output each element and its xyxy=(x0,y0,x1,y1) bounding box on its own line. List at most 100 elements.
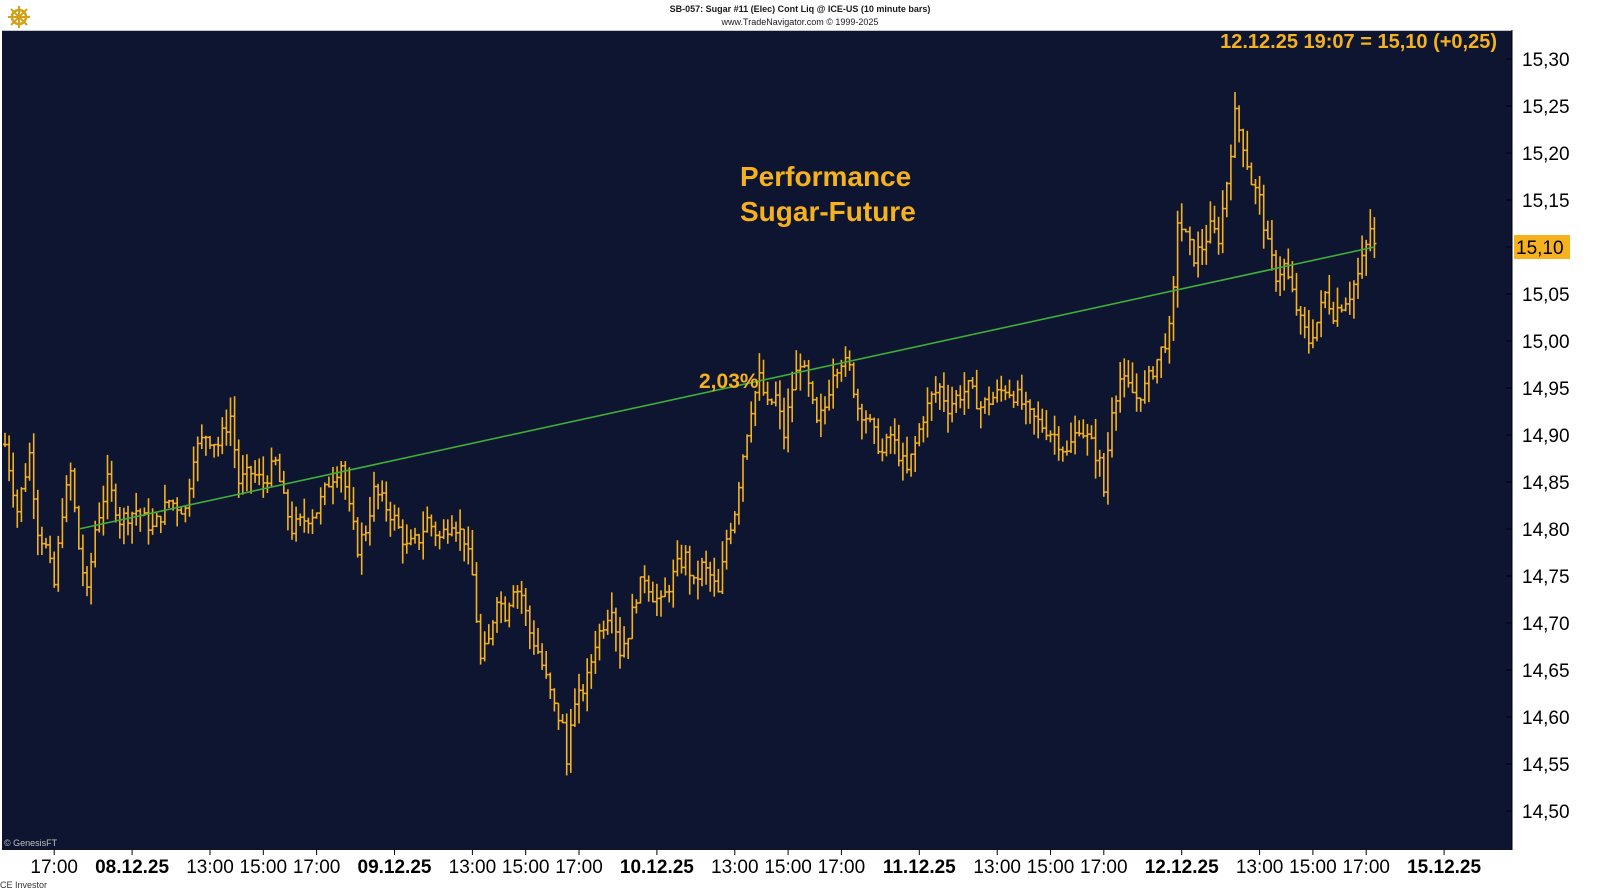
ohlc-bar xyxy=(999,375,1004,402)
ohlc-bar xyxy=(782,397,786,450)
ohlc-bar xyxy=(1286,248,1291,280)
ohlc-bar xyxy=(224,409,229,446)
ohlc-bar xyxy=(318,487,323,525)
ohlc-bar xyxy=(716,568,721,593)
ohlc-bar xyxy=(544,651,549,679)
ohlc-bar xyxy=(851,362,856,399)
ohlc-bar xyxy=(400,519,405,564)
ohlc-bar xyxy=(540,643,545,671)
ohlc-bar xyxy=(85,566,89,597)
y-tick-label: 15,30 xyxy=(1522,50,1570,71)
ohlc-bar xyxy=(995,379,1000,403)
ohlc-bar xyxy=(15,489,20,528)
ohlc-bar xyxy=(1233,91,1237,158)
ohlc-bar xyxy=(1331,301,1336,324)
ohlc-bar xyxy=(277,453,282,483)
ohlc-bar xyxy=(117,506,122,539)
ohlc-bar xyxy=(1032,407,1037,435)
ohlc-bar xyxy=(314,512,319,519)
ohlc-bar xyxy=(269,447,274,487)
ohlc-bar xyxy=(290,501,294,540)
ohlc-bar xyxy=(1204,224,1209,265)
y-tick-label: 14,90 xyxy=(1522,426,1570,447)
ohlc-bar xyxy=(335,466,340,488)
ohlc-bar xyxy=(974,369,979,410)
ohlc-bar xyxy=(470,529,475,576)
ohlc-bar xyxy=(736,481,741,525)
ohlc-bar xyxy=(577,673,581,724)
ohlc-bar xyxy=(1282,258,1287,291)
ohlc-bar xyxy=(831,358,836,409)
ohlc-bar xyxy=(634,599,639,614)
ohlc-bar xyxy=(249,465,253,494)
ohlc-bar xyxy=(372,471,376,522)
ohlc-bar xyxy=(1351,280,1356,319)
ohlc-bar xyxy=(359,522,364,575)
ohlc-bar xyxy=(835,368,840,389)
ohlc-bar xyxy=(60,498,65,549)
ohlc-bar xyxy=(343,461,348,500)
y-tick-label: 14,75 xyxy=(1522,567,1570,588)
ohlc-bar xyxy=(523,588,528,626)
ohlc-bar xyxy=(384,481,389,522)
ohlc-bar xyxy=(109,460,114,502)
plot-area[interactable] xyxy=(2,30,1512,850)
ohlc-bar xyxy=(68,462,73,501)
ohlc-bar xyxy=(1163,333,1168,353)
ohlc-bar xyxy=(958,385,963,409)
ohlc-bar xyxy=(1298,305,1303,335)
y-tick-label: 15,05 xyxy=(1522,285,1570,306)
ohlc-bar xyxy=(732,511,737,534)
ohlc-bar xyxy=(1142,370,1147,404)
y-tick-label: 14,95 xyxy=(1522,379,1570,400)
ohlc-bar xyxy=(310,509,315,535)
ohlc-bar xyxy=(941,372,946,413)
ohlc-bar xyxy=(925,387,930,438)
ohlc-bar xyxy=(1134,373,1139,412)
ohlc-bar xyxy=(757,353,762,401)
footer-source: CE Investor xyxy=(0,880,47,890)
y-tick-label: 15,20 xyxy=(1522,144,1570,165)
ohlc-bar xyxy=(474,562,479,623)
ohlc-bar xyxy=(1187,226,1192,256)
ohlc-bar xyxy=(868,414,873,423)
x-tick-label: 15:00 xyxy=(502,857,550,878)
chart-header-line2: www.TradeNavigator.com © 1999-2025 xyxy=(721,17,879,27)
ohlc-bar xyxy=(417,533,422,551)
ohlc-bar xyxy=(1089,425,1094,440)
ohlc-bar xyxy=(1159,346,1164,378)
ohlc-bar xyxy=(273,456,278,466)
ohlc-bar xyxy=(1122,358,1127,398)
ohlc-bar xyxy=(1019,374,1024,410)
x-tick-label: 13:00 xyxy=(186,857,234,878)
ohlc-bar xyxy=(265,475,270,493)
ohlc-bar xyxy=(1208,201,1213,244)
ohlc-bar xyxy=(630,593,635,640)
ohlc-bar xyxy=(1220,190,1225,254)
ohlc-bar xyxy=(790,371,795,423)
ohlc-bar xyxy=(937,383,942,410)
ohlc-bar xyxy=(585,658,590,712)
ohlc-bar xyxy=(507,602,512,628)
ohlc-bar xyxy=(679,544,684,574)
ohlc-bar xyxy=(294,506,299,542)
ohlc-bar xyxy=(1175,210,1180,308)
ohlc-bar xyxy=(1093,418,1098,479)
ohlc-bar xyxy=(445,519,450,544)
ohlc-bar xyxy=(408,529,413,546)
ohlc-bar xyxy=(1023,391,1028,425)
ohlc-bar xyxy=(1060,446,1065,462)
ohlc-bar xyxy=(589,654,594,689)
ohlc-bar xyxy=(1274,250,1278,292)
ohlc-bar xyxy=(1077,420,1082,437)
ohlc-bar xyxy=(884,433,889,457)
ohlc-bar xyxy=(175,497,180,527)
ohlc-bar xyxy=(203,435,208,456)
ohlc-bar xyxy=(162,484,167,525)
ohlc-bar xyxy=(195,436,200,482)
ohlc-bar xyxy=(892,418,897,455)
ohlc-bar xyxy=(1265,220,1270,240)
ohlc-bar xyxy=(564,713,569,776)
ohlc-bar xyxy=(601,620,606,639)
chart-title-line2: Sugar-Future xyxy=(740,196,916,227)
